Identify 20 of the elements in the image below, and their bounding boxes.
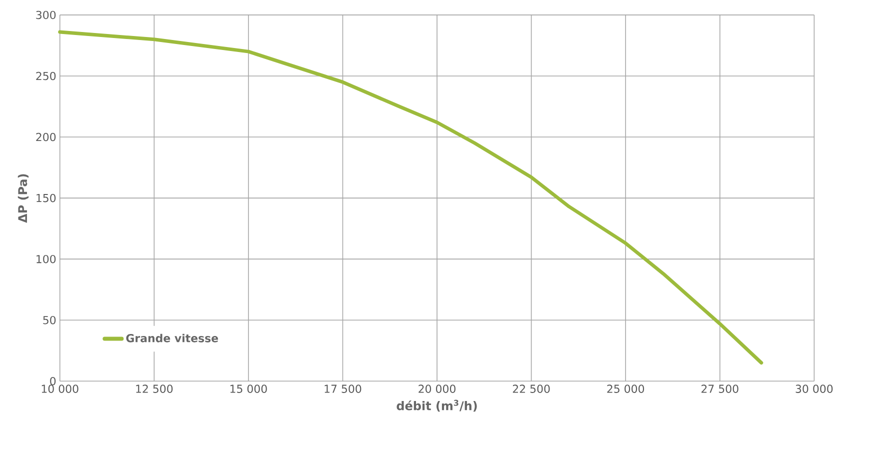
x-tick-label: 30 000 — [796, 384, 833, 393]
x-tick-label: 12 500 — [136, 384, 173, 393]
legend-label: Grande vitesse — [126, 334, 218, 342]
x-tick-label: 20 000 — [418, 384, 456, 393]
y-tick-label: 150 — [36, 194, 56, 202]
y-tick-label: 50 — [43, 316, 56, 324]
x-tick-label: 25 000 — [607, 384, 644, 393]
y-tick-label: 200 — [36, 132, 56, 142]
x-tick-label: 15 000 — [230, 384, 267, 393]
y-tick-label: 0 — [50, 377, 56, 386]
line-series — [58, 30, 764, 365]
x-tick-label: 22 500 — [512, 384, 550, 393]
x-axis-title: débit (m$^{3}$/h) — [396, 400, 477, 412]
y-tick-label: 250 — [36, 72, 56, 80]
y-tick-label: 100 — [36, 254, 56, 264]
y-axis-title: ΔP (Pa) — [18, 174, 29, 223]
x-tick-label: 17 500 — [324, 384, 362, 393]
y-tick-label: 300 — [36, 10, 56, 20]
x-tick-label: 27 500 — [701, 384, 738, 393]
x-tick-label: 10 000 — [42, 384, 78, 393]
